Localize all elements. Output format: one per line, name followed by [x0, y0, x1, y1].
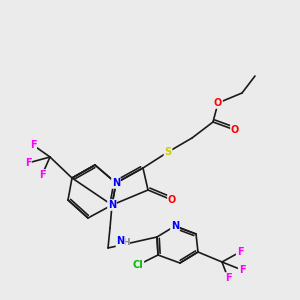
Text: H: H [122, 238, 129, 247]
Text: N: N [116, 236, 124, 247]
Text: N: N [112, 178, 120, 188]
Text: S: S [164, 147, 172, 157]
Text: O: O [168, 195, 176, 205]
Text: O: O [231, 125, 239, 135]
Text: F: F [39, 170, 45, 180]
Text: O: O [214, 98, 222, 108]
Text: F: F [25, 158, 31, 168]
Text: F: F [239, 265, 245, 275]
Text: Cl: Cl [133, 260, 143, 270]
Text: N: N [108, 200, 116, 210]
Text: F: F [237, 247, 243, 257]
Text: F: F [225, 273, 231, 283]
Text: F: F [30, 140, 36, 150]
Text: N: N [171, 221, 179, 231]
